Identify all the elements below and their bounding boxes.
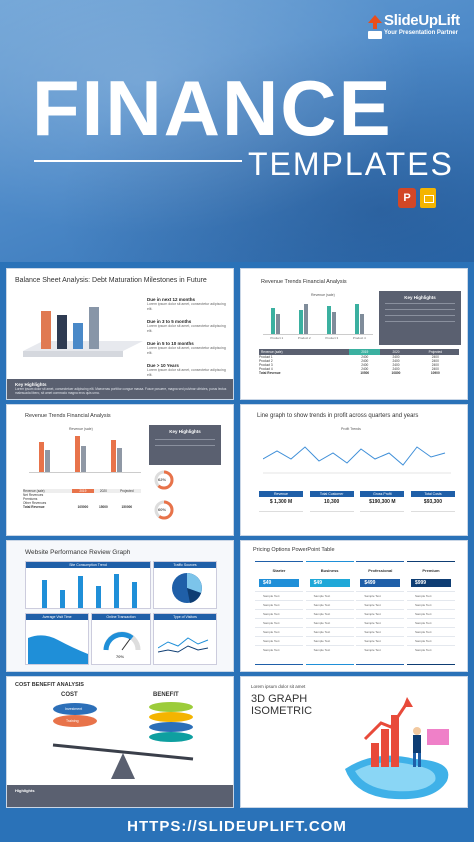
website-title: Website Performance Review Graph [25,549,131,556]
revenue2-chart [29,433,141,473]
panel-online-transaction: Online Transaction 70% [91,613,151,665]
table-row: Net Revenues [23,493,44,497]
transaction-gauge [103,631,141,651]
card-revenue-trends-1[interactable]: Revenue Trends Financial Analysis Revenu… [240,268,468,400]
revenue1-title: Revenue Trends Financial Analysis [261,279,347,285]
cost-title: COST BENEFIT ANALYSIS [15,682,84,688]
table-row: Product 2 2400 2400 2400 [259,359,439,363]
table-row: Product 1 2400 2400 2400 [259,355,439,359]
brand-tagline: Your Presentation Partner [384,30,458,36]
card-website-performance[interactable]: Website Performance Review Graph Site Co… [6,540,234,672]
revenue2-donut-1 [154,470,174,490]
cost-label: COST [61,692,78,698]
graph3d-lorem: Lorem ipsum dolor sit amet [251,684,306,689]
scale-illustration [52,702,194,779]
balance-bar-3 [73,323,83,349]
slideuplift-logo-icon [368,15,382,39]
balance-highlights: Key Highlights Lorem ipsum dolor sit ame… [7,379,233,399]
revenue1-product-labels: Product 1 Product 2 Product 3 Product 4 [270,336,366,340]
plan-premium: Premium $999 Sample Text Sample Text Sam… [406,561,455,665]
benefit-label: BENEFIT [153,692,179,698]
table-row: Total Revenue 105000 15000 150000 [23,505,133,509]
card-cost-benefit[interactable]: COST BENEFIT ANALYSIS COST BENEFIT Inves… [6,676,234,808]
milestone-item: Due > 10 Years Lorem ipsum dolor sit ame… [147,363,226,377]
traffic-pie [172,573,202,603]
plan-business: Business $49 Sample Text Sample Text Sam… [305,561,354,665]
visitors-line [158,637,209,653]
card-balance-sheet[interactable]: Balance Sheet Analysis: Debt Maturation … [6,268,234,400]
cost-item-2: Training [66,719,79,723]
hero-subtitle: TEMPLATES [248,146,454,182]
graph3d-line2: ISOMETRIC [251,705,313,717]
revenue2-key-highlights: Key Highlights [149,425,221,465]
cost-highlights-bar: Highlights [7,785,233,807]
balance-milestones: Due in next 12 months Lorem ipsum dolor … [147,297,231,381]
balance-bar-1 [41,311,51,349]
cost-item-1: Investment [65,707,83,711]
hero-title: FINANCE [32,64,393,152]
table-row: Other Revenues [23,501,47,505]
card-profit-trends[interactable]: Line graph to show trends in profit acro… [240,404,468,536]
panel-average-visit-time: Average Visit Time [25,613,89,665]
pricing-plans: Starter $49 Sample Text Sample Text Samp… [255,561,455,665]
balance-bar-2 [57,315,67,349]
revenue1-chart [263,299,373,335]
plan-professional: Professional $499 Sample Text Sample Tex… [356,561,405,665]
milestone-item: Due in next 12 months Lorem ipsum dolor … [147,297,226,311]
revenue1-chart-title: Revenue (sale) [311,293,335,297]
brand-name: SlideUpLift [384,12,460,29]
panel-type-of-visitors: Type of Visitors [153,613,217,665]
milestone-item: Due in 3 to 5 months Lorem ipsum dolor s… [147,319,226,333]
revenue2-table: Revenue (sale) 2019 2020 Projected Net R… [23,489,141,509]
table-row: Product 3 2400 2400 2400 [259,363,439,367]
revenue2-title: Revenue Trends Financial Analysis [25,413,111,419]
visit-time-area [28,635,88,664]
revenue2-donut-2 [154,500,174,520]
kpi-card: Total Costs $93,300 [410,491,455,512]
plan-starter: Starter $49 Sample Text Sample Text Samp… [255,561,303,665]
pricing-title: Pricing Options PowerPoint Table [253,547,335,553]
balance-3d-bar-chart [23,307,143,357]
donut-1-value: 62% [158,477,167,482]
card-revenue-trends-2[interactable]: Revenue Trends Financial Analysis Revenu… [6,404,234,536]
revenue2-chart-title: Revenue (sale) [69,427,93,431]
profit-chart-title: Profit Trends [341,427,361,431]
footer-url[interactable]: HTTPS://SLIDEUPLIFT.COM [127,818,347,835]
profit-line-chart [263,446,451,474]
table-row: Total Revenue 10500 10800 10900 [259,371,440,375]
balance-title: Balance Sheet Analysis: Debt Maturation … [15,277,207,284]
powerpoint-icon: P [398,188,416,208]
panel-traffic-sources: Traffic Sources [153,561,217,609]
profit-kpis: Revenue $ 1,300 M Total Customer 10,300 … [259,491,455,512]
donut-2-value: 60% [158,507,167,512]
kpi-card: Total Customer 10,300 [309,491,354,512]
graph3d-line1: 3D GRAPH [251,693,308,705]
panel-site-consumption: Site Consumption Trend [25,561,151,609]
google-slides-icon [420,188,436,208]
brand-logo[interactable]: SlideUpLift Your Presentation Partner [368,12,466,44]
balance-bar-4 [89,307,99,349]
card-3d-graph[interactable]: Lorem ipsum dolor sit amet 3D GRAPH ISOM… [240,676,468,808]
table-row: Premiums [23,497,38,501]
profit-title: Line graph to show trends in profit acro… [257,413,419,419]
app-icons: P [398,188,442,210]
revenue1-key-highlights: Key Highlights [379,291,461,345]
kpi-card: Gross Profit $190,300 M [360,491,405,512]
card-pricing-table[interactable]: Pricing Options PowerPoint Table Starter… [240,540,468,672]
milestone-item: Due in 5 to 10 months Lorem ipsum dolor … [147,341,226,355]
gauge-value: 70% [116,654,125,659]
table-row: Product 4 2400 2400 2400 [259,367,439,371]
kpi-card: Revenue $ 1,300 M [259,491,303,512]
isometric-graph-illustration [345,697,449,800]
revenue1-table: Revenue (sale) 2019 2020 Projected Produ… [259,349,459,375]
subtitle-divider [34,160,242,162]
hero-banner: SlideUpLift Your Presentation Partner FI… [0,0,474,262]
